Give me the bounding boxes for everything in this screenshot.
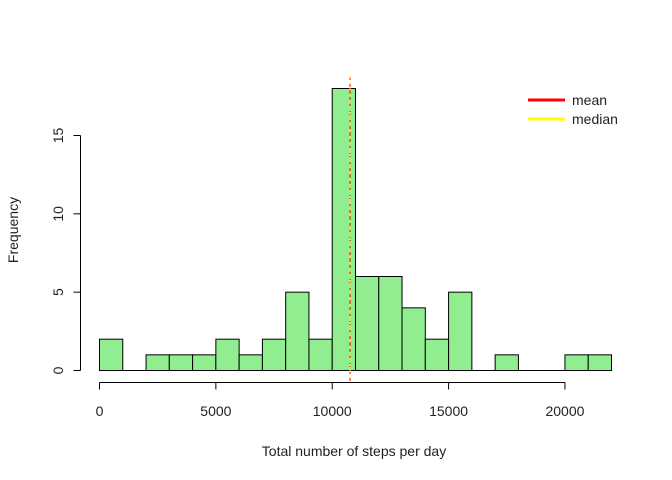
- x-axis-label: Total number of steps per day: [262, 443, 446, 459]
- y-tick-label: 15: [50, 128, 66, 144]
- x-tick-label: 0: [96, 403, 104, 419]
- histogram-bar: [238, 354, 263, 372]
- histogram-bar: [331, 88, 356, 371]
- histogram-bar: [564, 354, 589, 372]
- x-tick-label: 5000: [200, 403, 231, 419]
- x-tick-label: 20000: [545, 403, 584, 419]
- legend: mean median: [528, 92, 618, 127]
- histogram-bar: [355, 276, 380, 371]
- histogram-bar: [587, 354, 613, 372]
- histogram-bar: [215, 338, 240, 371]
- y-tick-label: 5: [50, 288, 66, 296]
- histogram-bar: [424, 338, 450, 371]
- x-axis: 0 5000 10000 15000 20000: [96, 382, 585, 419]
- histogram-bar: [285, 291, 310, 371]
- histogram-bar: [261, 338, 287, 371]
- y-tick-label: 0: [50, 366, 66, 374]
- x-tick-label: 10000: [313, 403, 352, 419]
- x-tick-label: 15000: [429, 403, 468, 419]
- histogram-bar: [168, 354, 194, 372]
- histogram-bar: [448, 291, 473, 371]
- y-tick-label: 10: [50, 206, 66, 222]
- y-axis: 0 5 10 15: [50, 128, 81, 374]
- histogram-bar: [192, 354, 217, 372]
- legend-label-mean: mean: [572, 92, 607, 108]
- bars-group: [99, 88, 613, 372]
- legend-label-median: median: [572, 111, 618, 127]
- histogram-bar: [308, 338, 333, 371]
- histogram-bar: [494, 354, 519, 372]
- histogram-bar: [145, 354, 170, 372]
- histogram-bar: [378, 276, 403, 371]
- histogram-bar: [401, 307, 426, 372]
- histogram-bar: [99, 338, 124, 371]
- y-axis-label: Frequency: [5, 197, 21, 263]
